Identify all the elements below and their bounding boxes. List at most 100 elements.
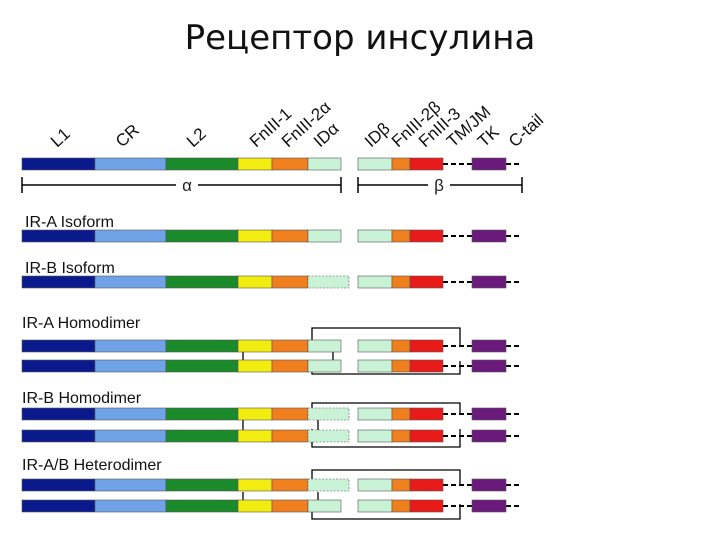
domain-cr	[94, 229, 167, 243]
domain-id-a	[307, 407, 350, 421]
row-labels: IR-A Isoform IR-B Isoform IR-A Homodimer…	[22, 214, 162, 474]
domain-fniii-3	[409, 359, 444, 373]
domain-tk	[471, 359, 507, 373]
domain-fniii-2b	[391, 229, 411, 243]
row-label-ir-a-isoform: IR-A Isoform	[25, 214, 114, 231]
domain-label-c-tail: C-tail	[505, 110, 547, 151]
domain-fniii-2b	[391, 275, 411, 289]
domain-fniii-1	[237, 359, 273, 373]
domain-fniii-3	[409, 499, 444, 513]
domain-l2	[165, 229, 239, 243]
domain-fniii-3	[409, 275, 444, 289]
domain-id-b	[357, 339, 393, 353]
domain-id-b	[357, 359, 393, 373]
domain-fniii-2b	[391, 499, 411, 513]
domain-l1	[21, 339, 96, 353]
domain-fniii-2a	[271, 157, 309, 171]
domain-l1	[21, 359, 96, 373]
domain-l2	[165, 499, 239, 513]
domain-l2	[165, 157, 239, 171]
domain-label-l1: L1	[47, 124, 74, 151]
domain-l1	[21, 157, 96, 171]
domain-cr	[94, 359, 167, 373]
domain-fniii-1	[237, 157, 273, 171]
domain-id-b	[357, 157, 393, 171]
domain-fniii-3	[409, 407, 444, 421]
domain-l2	[165, 339, 239, 353]
domain-fniii-2a	[271, 339, 309, 353]
domain-label-l2: L2	[183, 124, 210, 151]
row-label-ir-b-homodimer: IR-B Homodimer	[22, 390, 142, 407]
row-label-ir-b-isoform: IR-B Isoform	[25, 260, 115, 277]
domain-fniii-1	[237, 339, 273, 353]
domain-l2	[165, 359, 239, 373]
domain-tk	[471, 275, 507, 289]
domain-cr	[94, 275, 167, 289]
domain-l2	[165, 478, 239, 492]
domain-fniii-1	[237, 478, 273, 492]
row-label-ir-a-homodimer: IR-A Homodimer	[22, 315, 141, 332]
domain-cr	[94, 407, 167, 421]
domain-fniii-2b	[391, 429, 411, 443]
row-label-ir-ab-heterodimer: IR-A/B Heterodimer	[22, 457, 162, 474]
domain-fniii-2a	[271, 499, 309, 513]
domain-id-b	[357, 478, 393, 492]
domain-id-a	[307, 499, 342, 513]
domain-fniii-2b	[391, 157, 411, 171]
domain-fniii-2b	[391, 478, 411, 492]
domain-fniii-1	[237, 229, 273, 243]
domain-id-a	[307, 229, 342, 243]
domain-l2	[165, 429, 239, 443]
domain-fniii-3	[409, 157, 444, 171]
domain-tk	[471, 429, 507, 443]
domain-fniii-3	[409, 339, 444, 353]
domain-fniii-2b	[391, 359, 411, 373]
domain-cr	[94, 157, 167, 171]
domain-tk	[471, 478, 507, 492]
domain-l1	[21, 229, 96, 243]
slide-title: Рецептор инсулина	[184, 18, 536, 58]
domain-fniii-1	[237, 275, 273, 289]
domain-fniii-2a	[271, 275, 309, 289]
domain-id-a	[307, 478, 350, 492]
domain-fniii-1	[237, 429, 273, 443]
receptor-chains	[21, 157, 522, 513]
domain-cr	[94, 429, 167, 443]
domain-fniii-3	[409, 229, 444, 243]
domain-cr	[94, 339, 167, 353]
domain-fniii-2a	[271, 478, 309, 492]
domain-tk	[471, 407, 507, 421]
domain-l2	[165, 407, 239, 421]
domain-l1	[21, 429, 96, 443]
domain-fniii-2a	[271, 229, 309, 243]
alpha-subunit-label: α	[182, 176, 192, 195]
domain-tk	[471, 229, 507, 243]
domain-tk	[471, 499, 507, 513]
domain-id-a	[307, 275, 350, 289]
domain-fniii-2a	[271, 429, 309, 443]
subunit-brackets	[21, 177, 523, 193]
domain-labels: L1 CR L2 FnIII-1 FnIII-2α IDα IDβ FnIII-…	[47, 97, 547, 151]
domain-id-b	[357, 407, 393, 421]
domain-fniii-2a	[271, 359, 309, 373]
domain-id-a	[307, 429, 350, 443]
domain-id-b	[357, 275, 393, 289]
domain-id-a	[307, 339, 342, 353]
domain-tk	[471, 157, 507, 171]
domain-tk	[471, 339, 507, 353]
domain-fniii-1	[237, 499, 273, 513]
domain-id-b	[357, 229, 393, 243]
domain-id-a	[307, 157, 342, 171]
domain-fniii-2b	[391, 339, 411, 353]
domain-l1	[21, 499, 96, 513]
domain-fniii-1	[237, 407, 273, 421]
domain-id-a	[307, 359, 342, 373]
domain-label-cr: CR	[112, 120, 143, 151]
domain-fniii-3	[409, 478, 444, 492]
domain-l1	[21, 407, 96, 421]
domain-fniii-2a	[271, 407, 309, 421]
domain-fniii-3	[409, 429, 444, 443]
domain-cr	[94, 478, 167, 492]
domain-l1	[21, 275, 96, 289]
